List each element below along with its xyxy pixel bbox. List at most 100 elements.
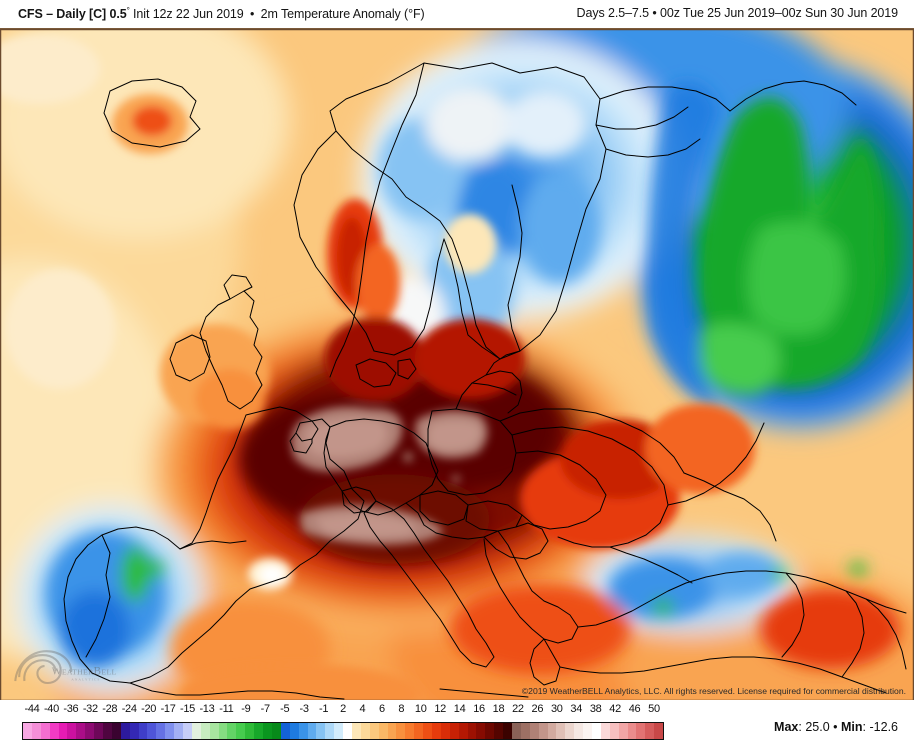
- colorbar-tick: -32: [82, 703, 98, 715]
- colorbar-swatch: [165, 723, 175, 739]
- field-label: 2m Temperature Anomaly (°F): [260, 7, 425, 22]
- colorbar-swatch: [494, 723, 504, 739]
- colorbar-tick: -11: [219, 703, 234, 715]
- colorbar-swatch: [316, 723, 326, 739]
- colorbar-swatch: [360, 723, 370, 739]
- colorbar-swatch: [636, 723, 646, 739]
- colorbar-tick: -5: [280, 703, 290, 715]
- colorbar-swatch: [431, 723, 441, 739]
- colorbar-swatch: [76, 723, 86, 739]
- colorbar-swatch: [147, 723, 157, 739]
- colorbar-tick: -20: [141, 703, 157, 715]
- colorbar-swatch: [440, 723, 450, 739]
- colorbar-swatch: [405, 723, 415, 739]
- colorbar-tick: 18: [492, 703, 505, 715]
- colorbar-tick: 38: [589, 703, 602, 715]
- map-canvas[interactable]: WEATHERBELL ANALYTICS ©2019 WeatherBELL …: [0, 28, 914, 701]
- degree-mark: °: [126, 6, 130, 15]
- colorbar-tick: -15: [180, 703, 195, 715]
- colorbar-tick: -44: [24, 703, 40, 715]
- colorbar-tick: -28: [102, 703, 118, 715]
- colorbar-swatch: [183, 723, 192, 739]
- colorbar-tick: 14: [453, 703, 466, 715]
- colorbar-swatch: [85, 723, 95, 739]
- colorbar-tick: 42: [609, 703, 621, 715]
- colorbar-swatch: [191, 723, 201, 739]
- colorbar-swatch: [387, 723, 397, 739]
- colorbar-swatch: [449, 723, 459, 739]
- colorbar-swatch: [67, 723, 77, 739]
- max-min-readout: Max: 25.0 • Min: -12.6: [774, 720, 898, 734]
- colorbar-tick: 6: [378, 703, 385, 715]
- colorbar-swatch: [325, 723, 335, 739]
- colorbar-swatch: [111, 723, 121, 739]
- colorbar-swatch: [414, 723, 424, 739]
- colorbar-swatch: [200, 723, 210, 739]
- colorbar-swatch: [94, 723, 104, 739]
- colorbar-swatch: [236, 723, 246, 739]
- colorbar-swatch: [574, 723, 584, 739]
- colorbar-swatch: [254, 723, 264, 739]
- colorbar-swatch: [618, 723, 628, 739]
- colorbar-swatch: [23, 723, 32, 739]
- colorbar-tick: -24: [121, 703, 137, 715]
- colorbar-tick: -13: [199, 703, 215, 715]
- colorbar-tick: 16: [473, 703, 485, 715]
- colorbar-swatch: [600, 723, 610, 739]
- colorbar-swatch: [271, 723, 281, 739]
- copyright-notice: ©2019 WeatherBELL Analytics, LLC. All ri…: [521, 686, 906, 696]
- colorbar-tick: -1: [318, 703, 329, 715]
- colorbar-tick-labels: -44 -40 -36 -32 -28 -24 -20 -17 -15 -13 -11 -9 -7 -5-…: [22, 703, 664, 718]
- colorbar-swatch: [227, 723, 237, 739]
- colorbar-swatch: [520, 723, 530, 739]
- colorbar-swatch: [547, 723, 557, 739]
- colorbar-tick: 34: [570, 703, 583, 715]
- colorbar-tick: 2: [340, 703, 346, 715]
- colorbar-swatch: [280, 723, 290, 739]
- colorbar-tick: 30: [550, 703, 563, 715]
- colorbar-swatch: [138, 723, 148, 739]
- colorbar-swatch: [129, 723, 139, 739]
- colorbar-tick: 12: [434, 703, 447, 715]
- colorbar-tick: 8: [398, 703, 405, 715]
- colorbar-swatch: [565, 723, 575, 739]
- colorbar-swatch: [458, 723, 468, 739]
- colorbar-swatch: [156, 723, 166, 739]
- colorbar-swatch: [351, 723, 361, 739]
- valid-time-label: Days 2.5–7.5 • 00z Tue 25 Jun 2019–00z S…: [576, 6, 899, 20]
- model-label: CFS – Daily [C] 0.5: [18, 7, 127, 22]
- colorbar-tick: 46: [628, 703, 641, 715]
- colorbar-swatch: [529, 723, 539, 739]
- colorbar-swatch: [556, 723, 566, 739]
- colorbar-swatch: [49, 723, 59, 739]
- maxmin-separator: •: [833, 720, 838, 734]
- colorbar-tick: -7: [260, 703, 270, 715]
- colorbar-swatch: [209, 723, 219, 739]
- colorbar-swatch: [120, 723, 130, 739]
- map-header: CFS – Daily [C] 0.5° Init 12z 22 Jun 201…: [0, 0, 914, 28]
- min-label: Min: [841, 720, 863, 734]
- colorbar-swatch: [423, 723, 432, 739]
- colorbar-legend: -44 -40 -36 -32 -28 -24 -20 -17 -15 -13 -11 -9 -7 -5-…: [0, 700, 914, 750]
- colorbar-swatch: [378, 723, 388, 739]
- max-value: 25.0: [805, 720, 830, 734]
- colorbar-swatch: [40, 723, 50, 739]
- colorbar-tick: 4: [359, 703, 366, 715]
- min-value: -12.6: [869, 720, 899, 734]
- colorbar-swatch: [538, 723, 548, 739]
- colorbar-swatch: [334, 723, 344, 739]
- colorbar-swatch: [174, 723, 184, 739]
- colorbar-swatch: [476, 723, 486, 739]
- colorbar-swatch: [218, 723, 228, 739]
- colorbar-swatch: [592, 723, 601, 739]
- colorbar-tick: 26: [531, 703, 544, 715]
- colorbar-swatches: [22, 722, 664, 740]
- colorbar-swatch: [298, 723, 308, 739]
- colorbar-swatch: [627, 723, 637, 739]
- country-borders: [63, 62, 907, 700]
- max-label: Max: [774, 720, 799, 734]
- init-time-label: Init 12z 22 Jun 2019: [133, 7, 244, 22]
- colorbar-swatch: [103, 723, 112, 739]
- temperature-anomaly-raster: [0, 29, 914, 701]
- colorbar-swatch: [511, 723, 521, 739]
